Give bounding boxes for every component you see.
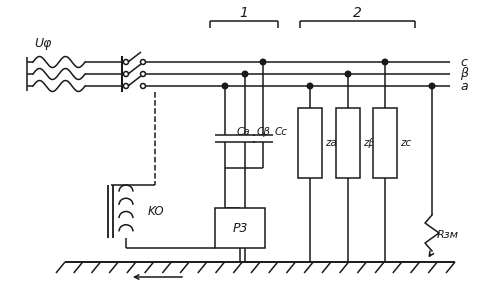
Text: c: c [460,55,467,69]
Text: β: β [460,67,468,81]
Circle shape [345,71,351,77]
Circle shape [382,59,388,65]
Bar [298,108,322,178]
Text: 1: 1 [240,6,248,20]
Bar [215,208,265,248]
Text: zс: zс [400,138,411,148]
Circle shape [307,83,313,89]
Circle shape [429,83,435,89]
Text: Cс: Cс [275,127,288,137]
Text: KO: KO [148,205,164,218]
Text: Cβ: Cβ [257,127,271,137]
Text: Rзм: Rзм [437,230,459,240]
Circle shape [242,71,248,77]
Text: a: a [460,79,468,93]
Text: zβ: zβ [363,138,375,148]
Text: P3: P3 [232,222,248,234]
Bar [373,108,397,178]
Circle shape [222,83,228,89]
Text: Uφ: Uφ [34,37,51,51]
Text: Cа: Cа [237,127,250,137]
Bar [336,108,360,178]
Circle shape [260,59,266,65]
Text: 2: 2 [353,6,362,20]
Text: zа: zа [325,138,337,148]
